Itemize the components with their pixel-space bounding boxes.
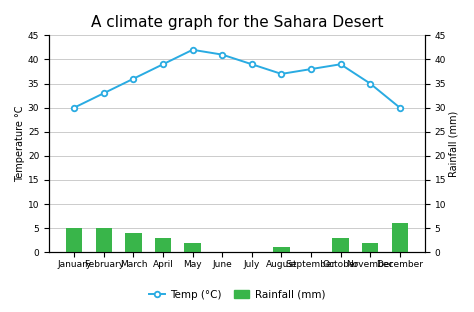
Temp (°C): [249, 62, 255, 66]
Temp (°C): [72, 106, 77, 110]
Bar: [392, 223, 408, 252]
Bar: [362, 243, 378, 252]
Temp (°C): [397, 106, 402, 110]
Bar: [125, 233, 142, 252]
Bar: [96, 228, 112, 252]
Line: Temp (°C): Temp (°C): [72, 47, 402, 110]
Y-axis label: Temperature °C: Temperature °C: [15, 105, 25, 182]
Temp (°C): [101, 91, 107, 95]
Bar: [155, 238, 171, 252]
Bar: [332, 238, 349, 252]
Temp (°C): [308, 67, 314, 71]
Y-axis label: Rainfall (mm): Rainfall (mm): [449, 111, 459, 177]
Temp (°C): [367, 82, 373, 85]
Bar: [273, 247, 290, 252]
Bar: [184, 243, 201, 252]
Temp (°C): [219, 53, 225, 56]
Title: A climate graph for the Sahara Desert: A climate graph for the Sahara Desert: [91, 15, 383, 30]
Temp (°C): [160, 62, 166, 66]
Temp (°C): [130, 77, 136, 80]
Temp (°C): [279, 72, 284, 76]
Legend: Temp (°C), Rainfall (mm): Temp (°C), Rainfall (mm): [145, 285, 329, 304]
Temp (°C): [338, 62, 344, 66]
Temp (°C): [190, 48, 195, 52]
Bar: [66, 228, 82, 252]
